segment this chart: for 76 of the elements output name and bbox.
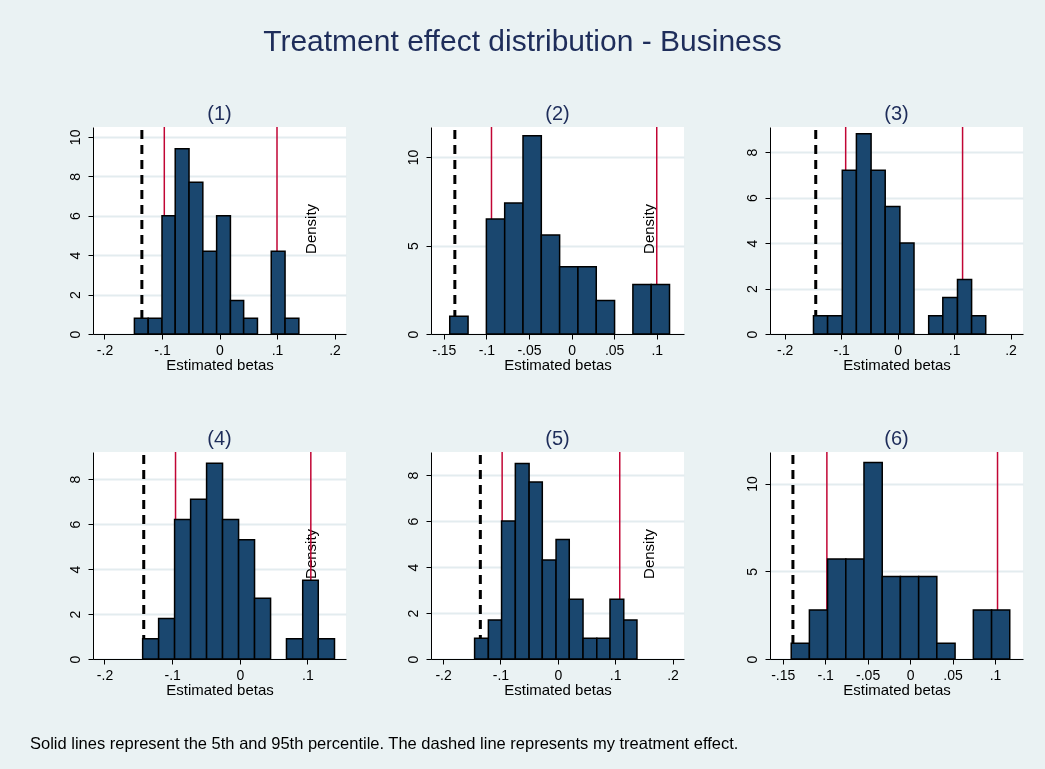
x-tick-label: .1 [948,341,961,358]
x-tick-label: 0 [906,666,915,683]
x-tick-label: .05 [943,666,963,683]
chart-title: (6) [884,426,909,449]
y-tick-label: 6 [743,193,760,202]
chart-title: (3) [884,101,909,124]
x-axis-title: Estimated betas [504,680,612,698]
x-tick-label: .05 [604,341,625,358]
x-tick-label: -.1 [164,666,182,683]
chart-title: (2) [545,101,570,124]
y-tick-label: 10 [743,476,760,492]
y-tick-label: 8 [404,471,421,480]
x-tick-label: 0 [216,341,225,358]
x-tick-label: 0 [894,341,903,358]
x-tick-label: 0 [554,666,563,683]
x-tick-label: -.15 [771,666,796,683]
x-tick-label: 0 [568,341,577,358]
y-tick-label: 8 [66,172,83,181]
chart-title: (5) [545,426,570,449]
y-tick-label: 2 [66,290,83,299]
y-tick-label: 10 [66,129,83,146]
x-axis-title: Estimated betas [843,680,951,698]
chart-title: (1) [207,101,232,124]
y-tick-label: 4 [66,565,83,574]
y-tick-label: 6 [404,517,421,526]
y-axis-title: Density [301,203,319,254]
x-tick-label: .2 [329,341,342,358]
x-axis-title: Estimated betas [843,355,951,373]
x-tick-label: -.2 [435,666,452,683]
y-tick-label: 4 [66,251,83,260]
y-tick-label: 5 [404,241,421,250]
x-tick-label: .2 [667,666,680,683]
y-tick-label: 8 [66,475,83,484]
y-tick-label: 2 [743,284,760,293]
y-tick-label: 0 [404,330,421,339]
x-axis-title: Estimated betas [504,355,612,373]
x-tick-label: -.1 [817,666,835,683]
y-tick-label: 4 [743,239,760,248]
y-tick-label: 0 [404,655,421,664]
y-tick-label: 2 [66,610,83,619]
chart-title: (4) [207,426,232,449]
text: Treatment effect distribution - Business [262,24,783,58]
x-tick-label: -.1 [492,666,510,683]
x-tick-label: .2 [1005,341,1018,358]
x-tick-label: -.1 [833,341,851,358]
y-axis-title: Density [301,528,319,579]
y-tick-label: 6 [66,212,83,221]
x-tick-label: -.05 [517,341,542,358]
y-tick-label: 2 [404,609,421,618]
x-tick-label: .1 [271,341,284,358]
x-tick-label: -.2 [96,341,114,358]
y-tick-label: 4 [404,563,421,572]
x-axis-title: Estimated betas [166,680,274,698]
text: Solid lines represent the 5th and 95th percentile. The dashed line represents my treatment effect. [30,734,739,753]
x-tick-label: .1 [302,666,314,683]
x-tick-label: -.05 [856,666,881,683]
x-axis-title: Estimated betas [166,355,274,373]
y-tick-label: 0 [743,330,760,339]
x-tick-label: -.2 [96,666,114,683]
y-axis-title: Density [639,528,657,579]
y-tick-label: 5 [743,567,760,576]
x-tick-label: -.1 [154,341,171,358]
x-tick-label: -.2 [777,341,794,358]
x-tick-label: .1 [651,341,664,358]
x-tick-label: -.1 [478,341,496,358]
x-tick-label: -.15 [432,341,457,358]
y-tick-label: 6 [66,520,83,529]
x-tick-label: .1 [989,666,1002,683]
x-tick-label: .1 [609,666,622,683]
y-tick-label: 0 [66,655,83,664]
y-tick-label: 10 [404,149,421,166]
y-tick-label: 0 [743,655,760,664]
x-tick-label: 0 [236,666,245,683]
y-tick-label: 8 [743,148,760,157]
y-tick-label: 0 [66,330,83,339]
y-axis-title: Density [639,203,657,254]
